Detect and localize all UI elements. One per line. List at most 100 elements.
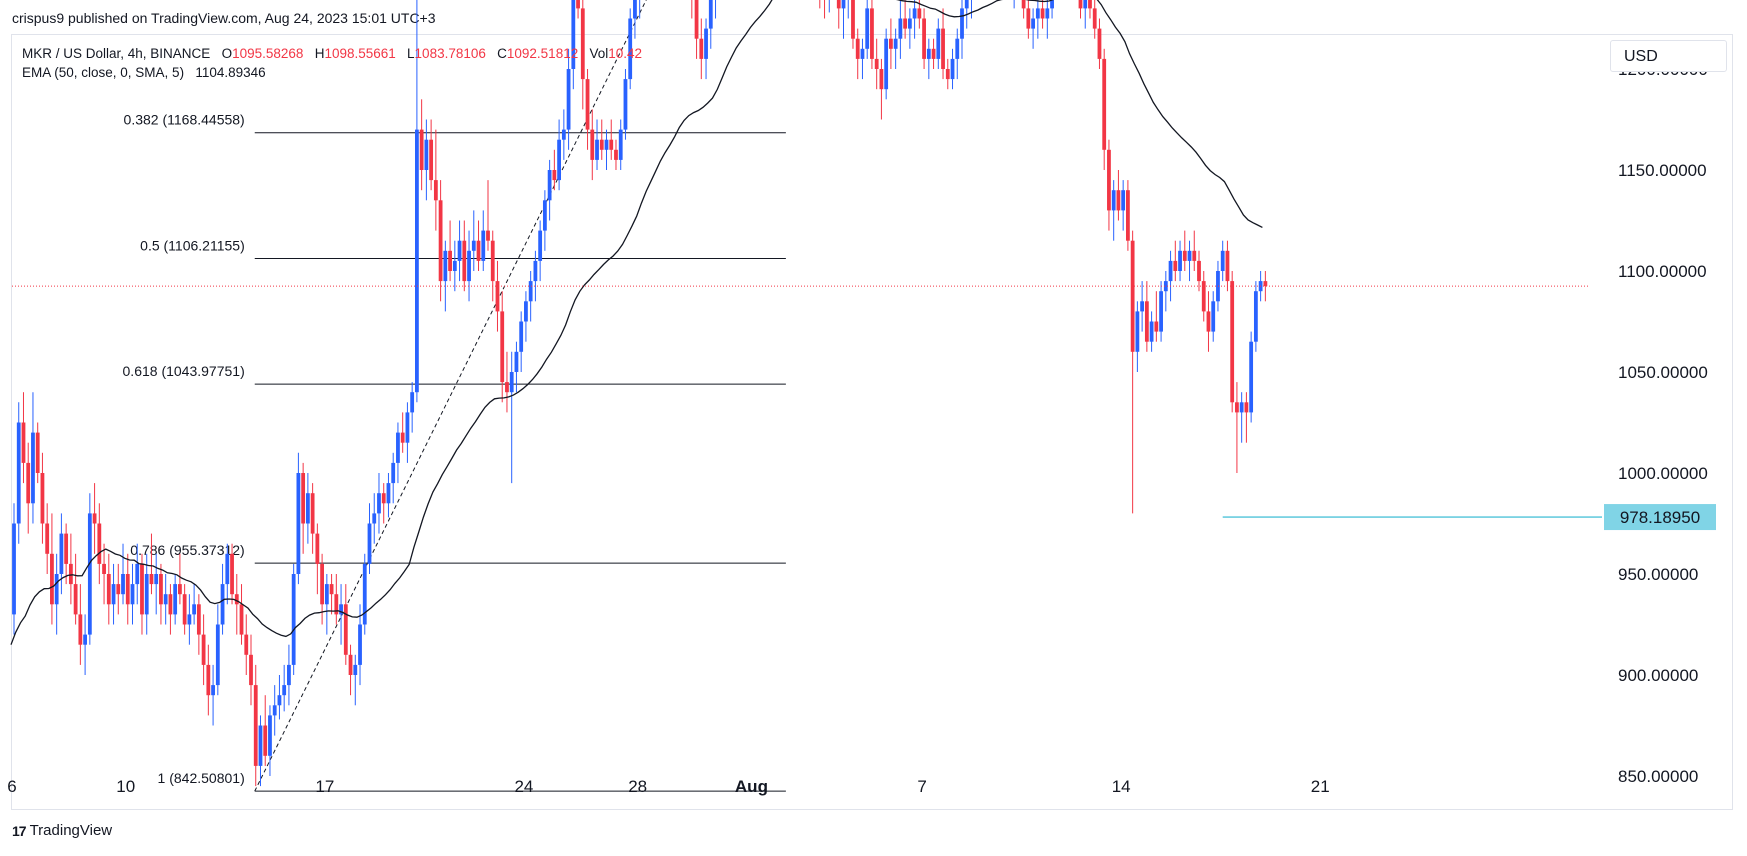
candle[interactable] (249, 634, 253, 706)
candle[interactable] (87, 493, 92, 645)
candle[interactable] (552, 149, 557, 191)
candle[interactable] (201, 614, 206, 686)
candle[interactable] (130, 563, 135, 625)
candle[interactable] (135, 543, 140, 605)
candle[interactable] (500, 291, 505, 403)
candle[interactable] (329, 574, 334, 615)
candle[interactable] (121, 543, 125, 605)
candle[interactable] (1149, 311, 1154, 352)
candle[interactable] (604, 129, 609, 170)
candle[interactable] (874, 38, 879, 90)
candle[interactable] (348, 644, 353, 696)
candle[interactable] (633, 0, 637, 39)
candle[interactable] (533, 250, 538, 302)
candle[interactable] (950, 48, 955, 90)
candle[interactable] (287, 644, 291, 706)
candle[interactable] (1092, 0, 1097, 39)
candle[interactable] (12, 503, 16, 635)
candle[interactable] (547, 159, 552, 221)
candle[interactable] (618, 119, 623, 171)
candle[interactable] (396, 422, 400, 484)
candle[interactable] (452, 240, 457, 292)
candle[interactable] (1244, 392, 1249, 443)
candle[interactable] (111, 563, 116, 625)
candle[interactable] (1168, 250, 1173, 302)
candle[interactable] (35, 422, 40, 484)
candle[interactable] (708, 0, 713, 49)
currency-button[interactable]: USD (1610, 40, 1727, 72)
candle[interactable] (818, 0, 822, 9)
candle[interactable] (1102, 48, 1107, 170)
candle[interactable] (884, 28, 889, 100)
candle[interactable] (823, 0, 827, 19)
candle[interactable] (907, 8, 912, 49)
candle[interactable] (898, 0, 903, 59)
candle[interactable] (542, 190, 547, 251)
tradingview-brand[interactable]: TradingView (29, 822, 113, 839)
candle[interactable] (272, 685, 277, 736)
candle[interactable] (239, 584, 244, 645)
candle[interactable] (1159, 281, 1163, 342)
candle[interactable] (1216, 260, 1220, 312)
candle[interactable] (1107, 139, 1111, 231)
candle[interactable] (334, 574, 339, 625)
candle[interactable] (159, 563, 163, 625)
candle[interactable] (836, 0, 841, 29)
candle[interactable] (590, 109, 595, 181)
candle[interactable] (377, 473, 381, 534)
candle[interactable] (524, 291, 528, 342)
candle[interactable] (1239, 392, 1244, 443)
candle[interactable] (258, 715, 263, 787)
candle[interactable] (870, 0, 874, 69)
candle[interactable] (68, 533, 73, 605)
candle[interactable] (561, 109, 566, 160)
candle[interactable] (1201, 271, 1206, 322)
candle[interactable] (471, 210, 476, 271)
candle[interactable] (1253, 281, 1258, 352)
candle[interactable] (144, 553, 149, 635)
candle[interactable] (1249, 331, 1254, 423)
candle[interactable] (16, 402, 21, 544)
candle[interactable] (1263, 271, 1268, 302)
candle[interactable] (490, 230, 495, 302)
candle[interactable] (54, 553, 59, 635)
candle[interactable] (410, 382, 415, 433)
candle[interactable] (1178, 240, 1182, 282)
candle[interactable] (178, 553, 182, 605)
candle[interactable] (566, 48, 571, 150)
candle[interactable] (580, 0, 585, 110)
candle[interactable] (433, 129, 438, 231)
candle[interactable] (381, 483, 386, 524)
candle[interactable] (912, 0, 917, 39)
candle[interactable] (424, 119, 429, 201)
candle[interactable] (945, 58, 950, 90)
candle[interactable] (215, 604, 220, 696)
candle[interactable] (301, 462, 306, 554)
candle[interactable] (481, 210, 486, 271)
candle[interactable] (495, 260, 500, 332)
candle[interactable] (699, 18, 704, 80)
candle[interactable] (970, 0, 974, 19)
candle[interactable] (31, 392, 35, 524)
candle[interactable] (391, 452, 396, 504)
candle[interactable] (358, 604, 362, 686)
candle[interactable] (106, 553, 111, 625)
candle[interactable] (196, 594, 201, 655)
candle[interactable] (50, 513, 54, 625)
candle[interactable] (538, 220, 543, 282)
candle[interactable] (315, 523, 320, 595)
candle[interactable] (917, 0, 922, 29)
candle[interactable] (26, 442, 31, 534)
candle[interactable] (714, 0, 718, 19)
candle[interactable] (1144, 281, 1149, 352)
candle[interactable] (704, 18, 708, 80)
candle[interactable] (244, 614, 249, 675)
candle[interactable] (628, 8, 633, 90)
candle[interactable] (893, 28, 898, 69)
candle[interactable] (291, 563, 296, 675)
candle[interactable] (372, 493, 377, 544)
candle[interactable] (405, 402, 410, 463)
candle[interactable] (149, 533, 154, 595)
candle[interactable] (694, 0, 699, 59)
candle[interactable] (102, 543, 106, 605)
